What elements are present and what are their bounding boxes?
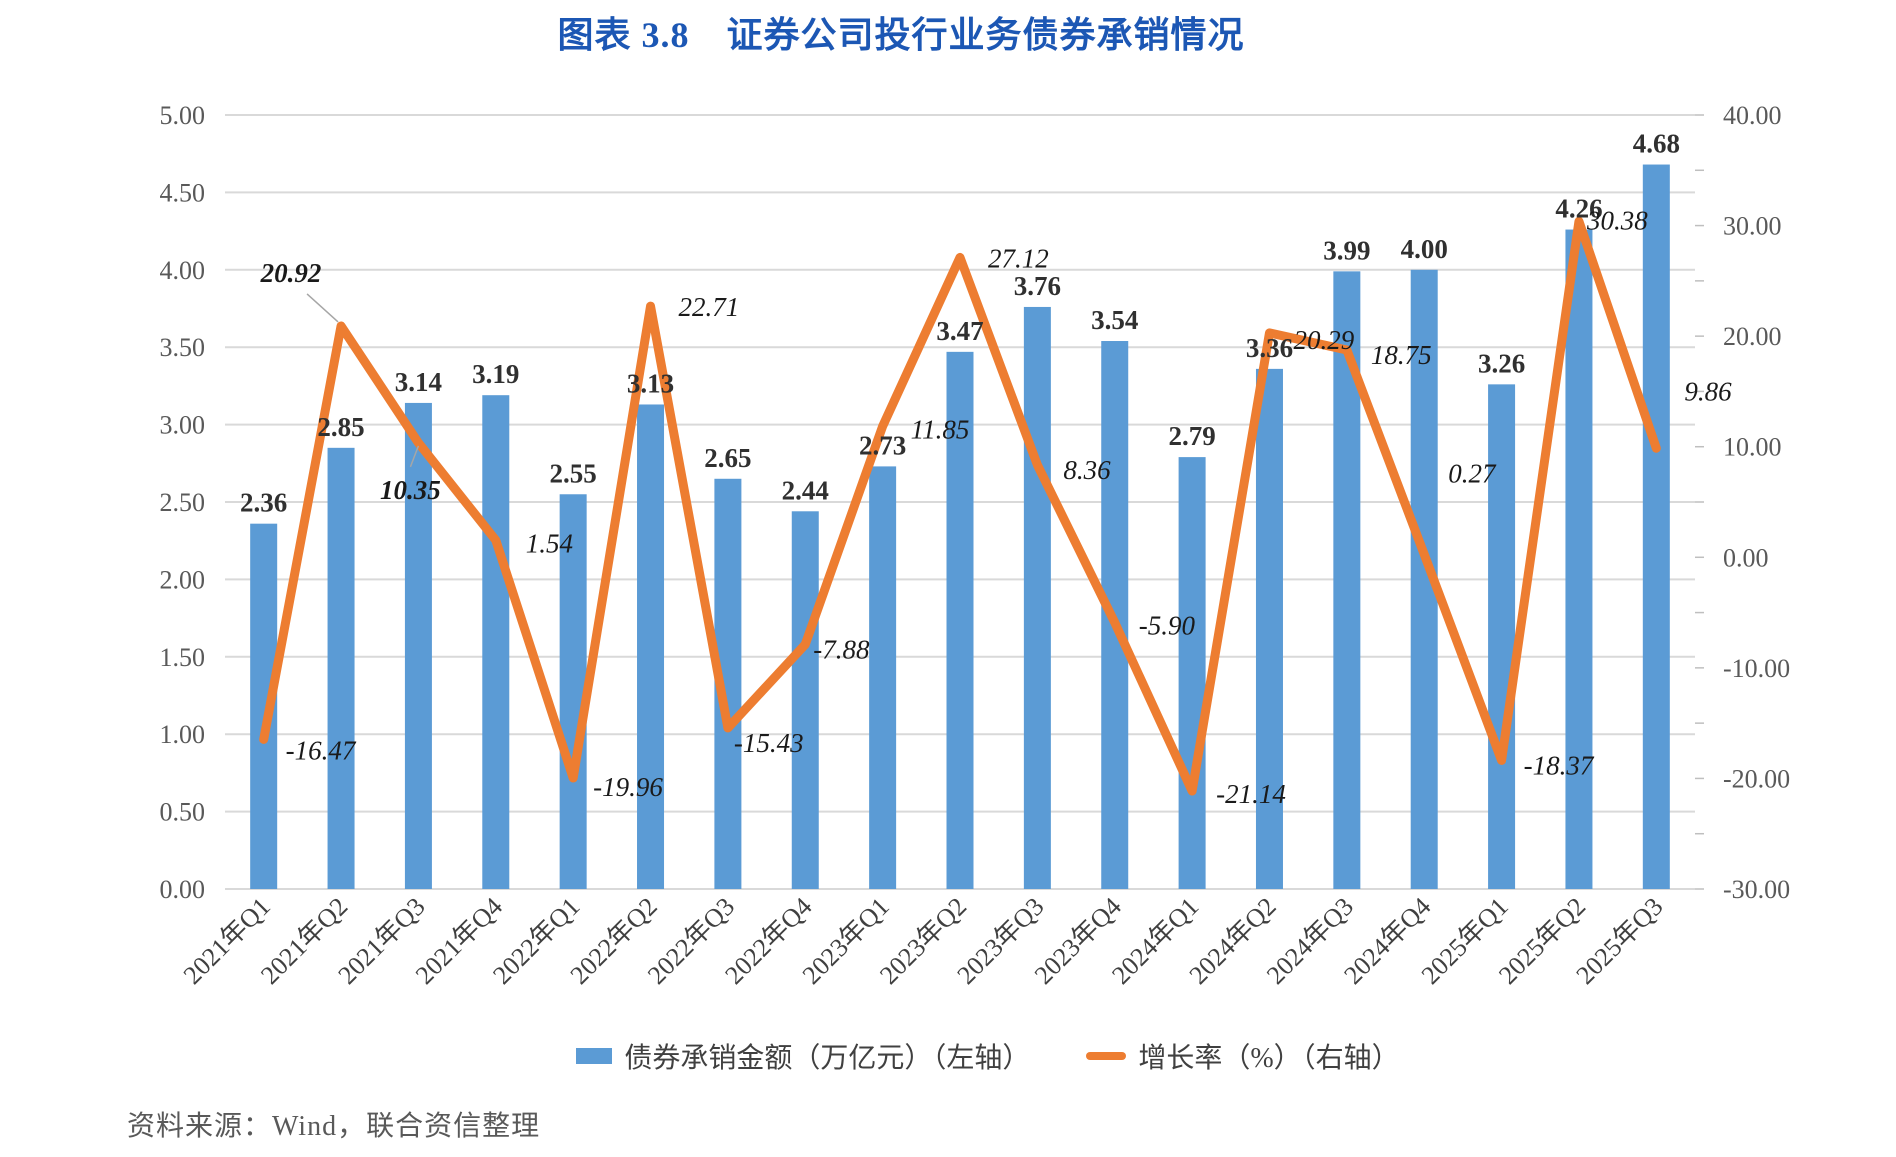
label-leader-line [409, 445, 420, 468]
line-value-label: 27.12 [988, 243, 1049, 273]
y-axis-label-right: 0.00 [1723, 543, 1769, 572]
chart-title: 图表 3.8 证券公司投行业务债券承销情况 [557, 15, 1245, 55]
legend-line-swatch-icon [1086, 1052, 1127, 1060]
bar-2022年Q4 [791, 511, 819, 889]
bar-value-label: 4.68 [1633, 129, 1680, 159]
line-value-label: 1.54 [526, 528, 573, 558]
y-axis-label-right: -30.00 [1723, 875, 1790, 904]
legend-item-line: 增长率（%）（右轴） [1086, 1036, 1400, 1076]
bar-value-label: 3.47 [936, 316, 983, 346]
bar-value-label: 3.26 [1478, 348, 1525, 378]
y-axis-label-left: 3.00 [160, 411, 206, 440]
y-axis-label-right: 20.00 [1723, 322, 1782, 351]
label-leader-line [306, 293, 339, 323]
bar-2025年Q1 [1488, 384, 1516, 889]
bar-value-label: 2.79 [1168, 421, 1215, 451]
y-axis-label-left: 4.00 [160, 256, 206, 285]
line-value-label: 10.35 [380, 475, 441, 505]
bar-value-label: 3.19 [472, 359, 519, 389]
legend: 债券承销金额（万亿元）（左轴） 增长率（%）（右轴） [40, 1038, 1896, 1074]
y-axis-label-right: 30.00 [1723, 212, 1782, 241]
bar-value-label: 3.13 [627, 368, 674, 398]
line-value-label: 11.85 [911, 414, 970, 444]
y-axis-label-left: 0.00 [160, 875, 206, 904]
y-axis-label-right: -10.00 [1723, 654, 1790, 683]
bar-value-label: 2.73 [859, 430, 906, 460]
bar-2023年Q1 [869, 466, 897, 889]
bar-2024年Q2 [1255, 368, 1283, 889]
y-axis-label-right: -20.00 [1723, 764, 1790, 793]
bar-value-label: 3.36 [1246, 333, 1293, 363]
bar-value-label: 2.44 [782, 475, 829, 505]
bar-value-label: 4.00 [1401, 234, 1448, 264]
source-note: 资料来源：Wind，联合资信整理 [127, 1111, 541, 1142]
bar-2021年Q2 [327, 447, 355, 889]
line-value-label: 9.86 [1684, 376, 1732, 406]
bar-value-label: 3.99 [1323, 235, 1370, 265]
line-value-label: -16.47 [286, 735, 357, 765]
line-value-label: 8.36 [1063, 455, 1111, 485]
bar-2021年Q3 [404, 402, 432, 889]
line-value-label: -18.37 [1524, 750, 1595, 780]
line-value-label: -15.43 [734, 728, 804, 758]
y-axis-label-left: 2.50 [160, 488, 206, 517]
y-axis-label-left: 1.50 [160, 643, 206, 672]
line-value-label: 20.29 [1293, 325, 1354, 355]
line-value-label: -7.88 [813, 634, 870, 664]
bar-value-label: 3.14 [395, 367, 442, 397]
legend-line-label: 增长率（%）（右轴） [1138, 1043, 1400, 1074]
y-axis-label-left: 0.50 [160, 798, 206, 827]
bar-value-label: 2.55 [550, 458, 597, 488]
y-axis-label-left: 4.50 [160, 178, 206, 207]
line-value-label: 20.92 [260, 258, 322, 288]
bar-value-label: 2.36 [240, 488, 287, 518]
y-axis-label-left: 5.00 [160, 101, 206, 130]
y-axis-label-right: 40.00 [1723, 101, 1782, 130]
y-axis-label-left: 3.50 [160, 333, 206, 362]
bar-value-label: 3.54 [1091, 305, 1138, 335]
line-value-label: 22.71 [679, 292, 740, 322]
bar-2022年Q1 [559, 494, 587, 889]
line-value-label: 30.38 [1586, 205, 1648, 235]
line-value-label: 18.75 [1371, 340, 1432, 370]
line-value-label: -5.90 [1139, 611, 1196, 641]
line-value-label: -19.96 [593, 772, 663, 802]
bar-2023年Q2 [946, 351, 974, 889]
bar-value-label: 4.26 [1555, 194, 1602, 224]
y-axis-label-left: 1.00 [160, 720, 206, 749]
legend-item-bars: 债券承销金额（万亿元）（左轴） [576, 1036, 1030, 1076]
line-value-label: 0.27 [1448, 458, 1497, 488]
bar-2023年Q3 [1023, 306, 1051, 889]
legend-bar-swatch-icon [576, 1048, 613, 1064]
bar-2024年Q1 [1178, 457, 1206, 889]
bar-2022年Q2 [637, 404, 665, 889]
bar-2025年Q3 [1642, 164, 1670, 889]
growth-line [259, 216, 1661, 796]
legend-bar-label: 债券承销金额（万亿元）（左轴） [624, 1043, 1031, 1074]
line-value-label: -21.14 [1216, 779, 1286, 809]
y-axis-label-left: 2.00 [160, 565, 206, 594]
bar-2025年Q2 [1565, 229, 1593, 889]
bar-value-label: 3.76 [1014, 271, 1061, 301]
bar-2021年Q4 [482, 395, 510, 889]
bar-value-label: 2.65 [704, 443, 751, 473]
y-axis-label-right: 10.00 [1723, 433, 1782, 462]
bar-value-label: 2.85 [317, 412, 364, 442]
